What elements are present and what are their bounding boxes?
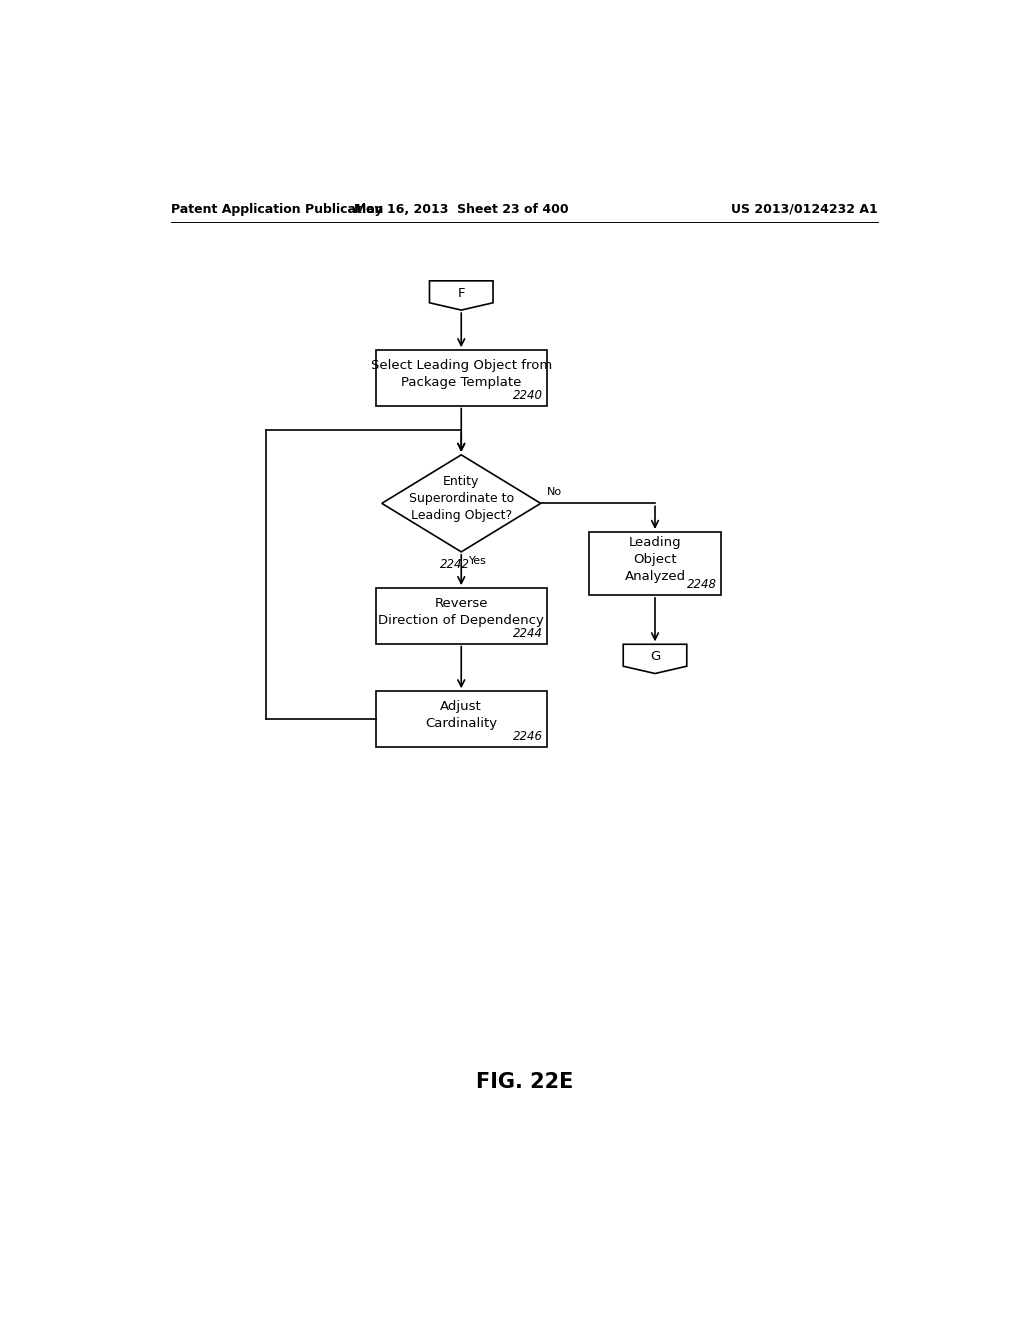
- Text: Patent Application Publication: Patent Application Publication: [171, 203, 384, 215]
- Bar: [376, 692, 547, 747]
- Text: 2244: 2244: [513, 627, 543, 640]
- Text: 2246: 2246: [513, 730, 543, 743]
- Text: No: No: [547, 487, 562, 498]
- Text: Adjust
Cardinality: Adjust Cardinality: [425, 700, 498, 730]
- Text: 2240: 2240: [513, 388, 543, 401]
- Text: 2242: 2242: [440, 558, 470, 572]
- Bar: [376, 350, 547, 405]
- Text: F: F: [458, 286, 465, 300]
- Text: G: G: [650, 649, 660, 663]
- Text: Select Leading Object from
Package Template: Select Leading Object from Package Templ…: [371, 359, 552, 389]
- Text: Reverse
Direction of Dependency: Reverse Direction of Dependency: [378, 597, 544, 627]
- Bar: [376, 589, 547, 644]
- Text: Entity
Superordinate to
Leading Object?: Entity Superordinate to Leading Object?: [409, 475, 514, 523]
- Text: US 2013/0124232 A1: US 2013/0124232 A1: [731, 203, 879, 215]
- Text: Yes: Yes: [469, 557, 486, 566]
- Text: 2248: 2248: [687, 578, 717, 591]
- Bar: [589, 532, 721, 595]
- Text: May 16, 2013  Sheet 23 of 400: May 16, 2013 Sheet 23 of 400: [354, 203, 568, 215]
- Text: FIG. 22E: FIG. 22E: [476, 1072, 573, 1093]
- Text: Leading
Object
Analyzed: Leading Object Analyzed: [625, 536, 685, 583]
